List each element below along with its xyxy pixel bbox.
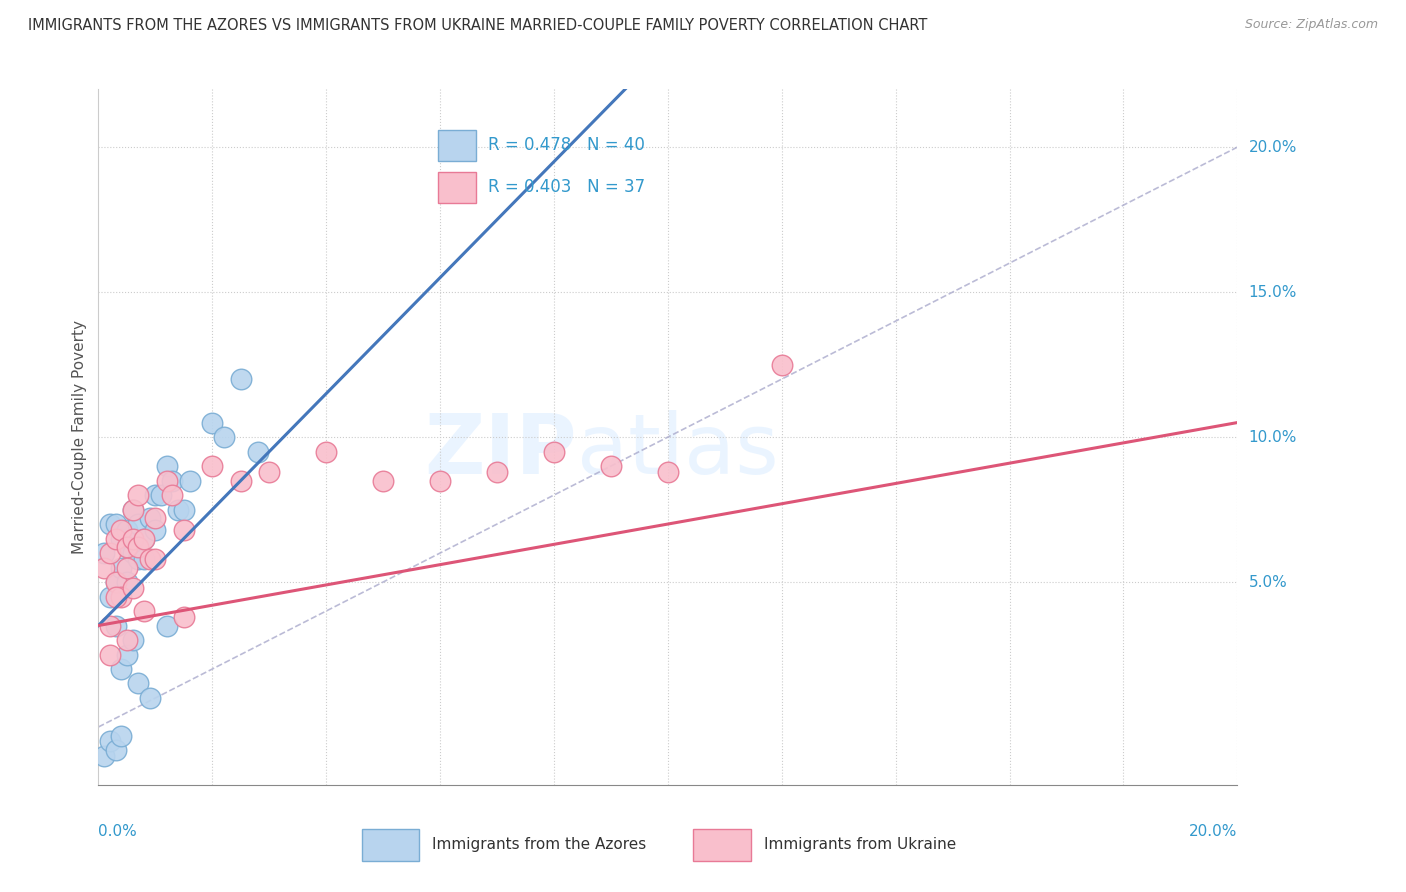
Point [173, 523, 195, 537]
Point [93, 560, 115, 574]
Point [110, 560, 132, 574]
Point [121, 502, 143, 516]
Point [127, 540, 149, 554]
Point [104, 516, 127, 531]
Point [115, 523, 138, 537]
Point [104, 590, 127, 604]
Point [229, 372, 252, 386]
Point [127, 516, 149, 531]
Point [98, 590, 121, 604]
Y-axis label: Married-Couple Family Poverty: Married-Couple Family Poverty [72, 320, 87, 554]
Point [132, 604, 155, 618]
Point [145, 523, 167, 537]
Text: IMMIGRANTS FROM THE AZORES VS IMMIGRANTS FROM UKRAINE MARRIED-COUPLE FAMILY POVE: IMMIGRANTS FROM THE AZORES VS IMMIGRANTS… [28, 18, 928, 33]
Point [150, 488, 173, 502]
Point [201, 416, 224, 430]
Point [145, 488, 167, 502]
Text: 5.0%: 5.0% [1249, 574, 1286, 590]
Point [138, 690, 160, 705]
Point [127, 551, 149, 566]
Point [201, 458, 224, 473]
Point [110, 523, 132, 537]
Point [121, 502, 143, 516]
Point [315, 444, 337, 458]
Point [657, 465, 679, 479]
Point [132, 551, 155, 566]
Point [121, 633, 143, 648]
Point [600, 458, 623, 473]
Point [115, 540, 138, 554]
Point [115, 633, 138, 648]
Text: atlas: atlas [576, 410, 779, 491]
Point [110, 662, 132, 676]
Point [179, 474, 201, 488]
Text: 20.0%: 20.0% [1249, 140, 1296, 154]
Point [162, 474, 184, 488]
Point [121, 532, 143, 546]
Point [98, 734, 121, 748]
Point [212, 430, 235, 444]
Point [770, 358, 793, 372]
Point [104, 532, 127, 546]
Point [259, 465, 281, 479]
Point [162, 488, 184, 502]
Point [104, 618, 127, 632]
Point [115, 560, 138, 574]
Point [104, 574, 127, 589]
Point [110, 532, 132, 546]
Point [156, 458, 179, 473]
Point [173, 610, 195, 624]
Point [229, 474, 252, 488]
Point [145, 511, 167, 525]
Text: ZIP: ZIP [425, 410, 576, 491]
Point [115, 574, 138, 589]
Point [115, 540, 138, 554]
Point [127, 488, 149, 502]
Point [121, 581, 143, 595]
Point [98, 618, 121, 632]
Point [138, 551, 160, 566]
Point [167, 502, 190, 516]
Text: 0.0%: 0.0% [98, 824, 138, 838]
Point [127, 676, 149, 690]
Point [93, 546, 115, 560]
Point [104, 574, 127, 589]
Point [98, 546, 121, 560]
Point [156, 618, 179, 632]
Point [93, 749, 115, 764]
Text: 15.0%: 15.0% [1249, 285, 1296, 300]
Text: Source: ZipAtlas.com: Source: ZipAtlas.com [1244, 18, 1378, 31]
Point [156, 474, 179, 488]
Point [98, 516, 121, 531]
Point [429, 474, 451, 488]
Text: 20.0%: 20.0% [1189, 824, 1237, 838]
Point [132, 532, 155, 546]
Point [104, 743, 127, 757]
Text: 10.0%: 10.0% [1249, 430, 1296, 444]
Point [486, 465, 509, 479]
Point [115, 648, 138, 662]
Point [121, 546, 143, 560]
Point [110, 729, 132, 743]
Point [110, 590, 132, 604]
Point [132, 532, 155, 546]
Point [98, 648, 121, 662]
Point [145, 551, 167, 566]
Point [543, 444, 565, 458]
Point [138, 511, 160, 525]
Point [246, 444, 269, 458]
Point [373, 474, 395, 488]
Point [173, 502, 195, 516]
